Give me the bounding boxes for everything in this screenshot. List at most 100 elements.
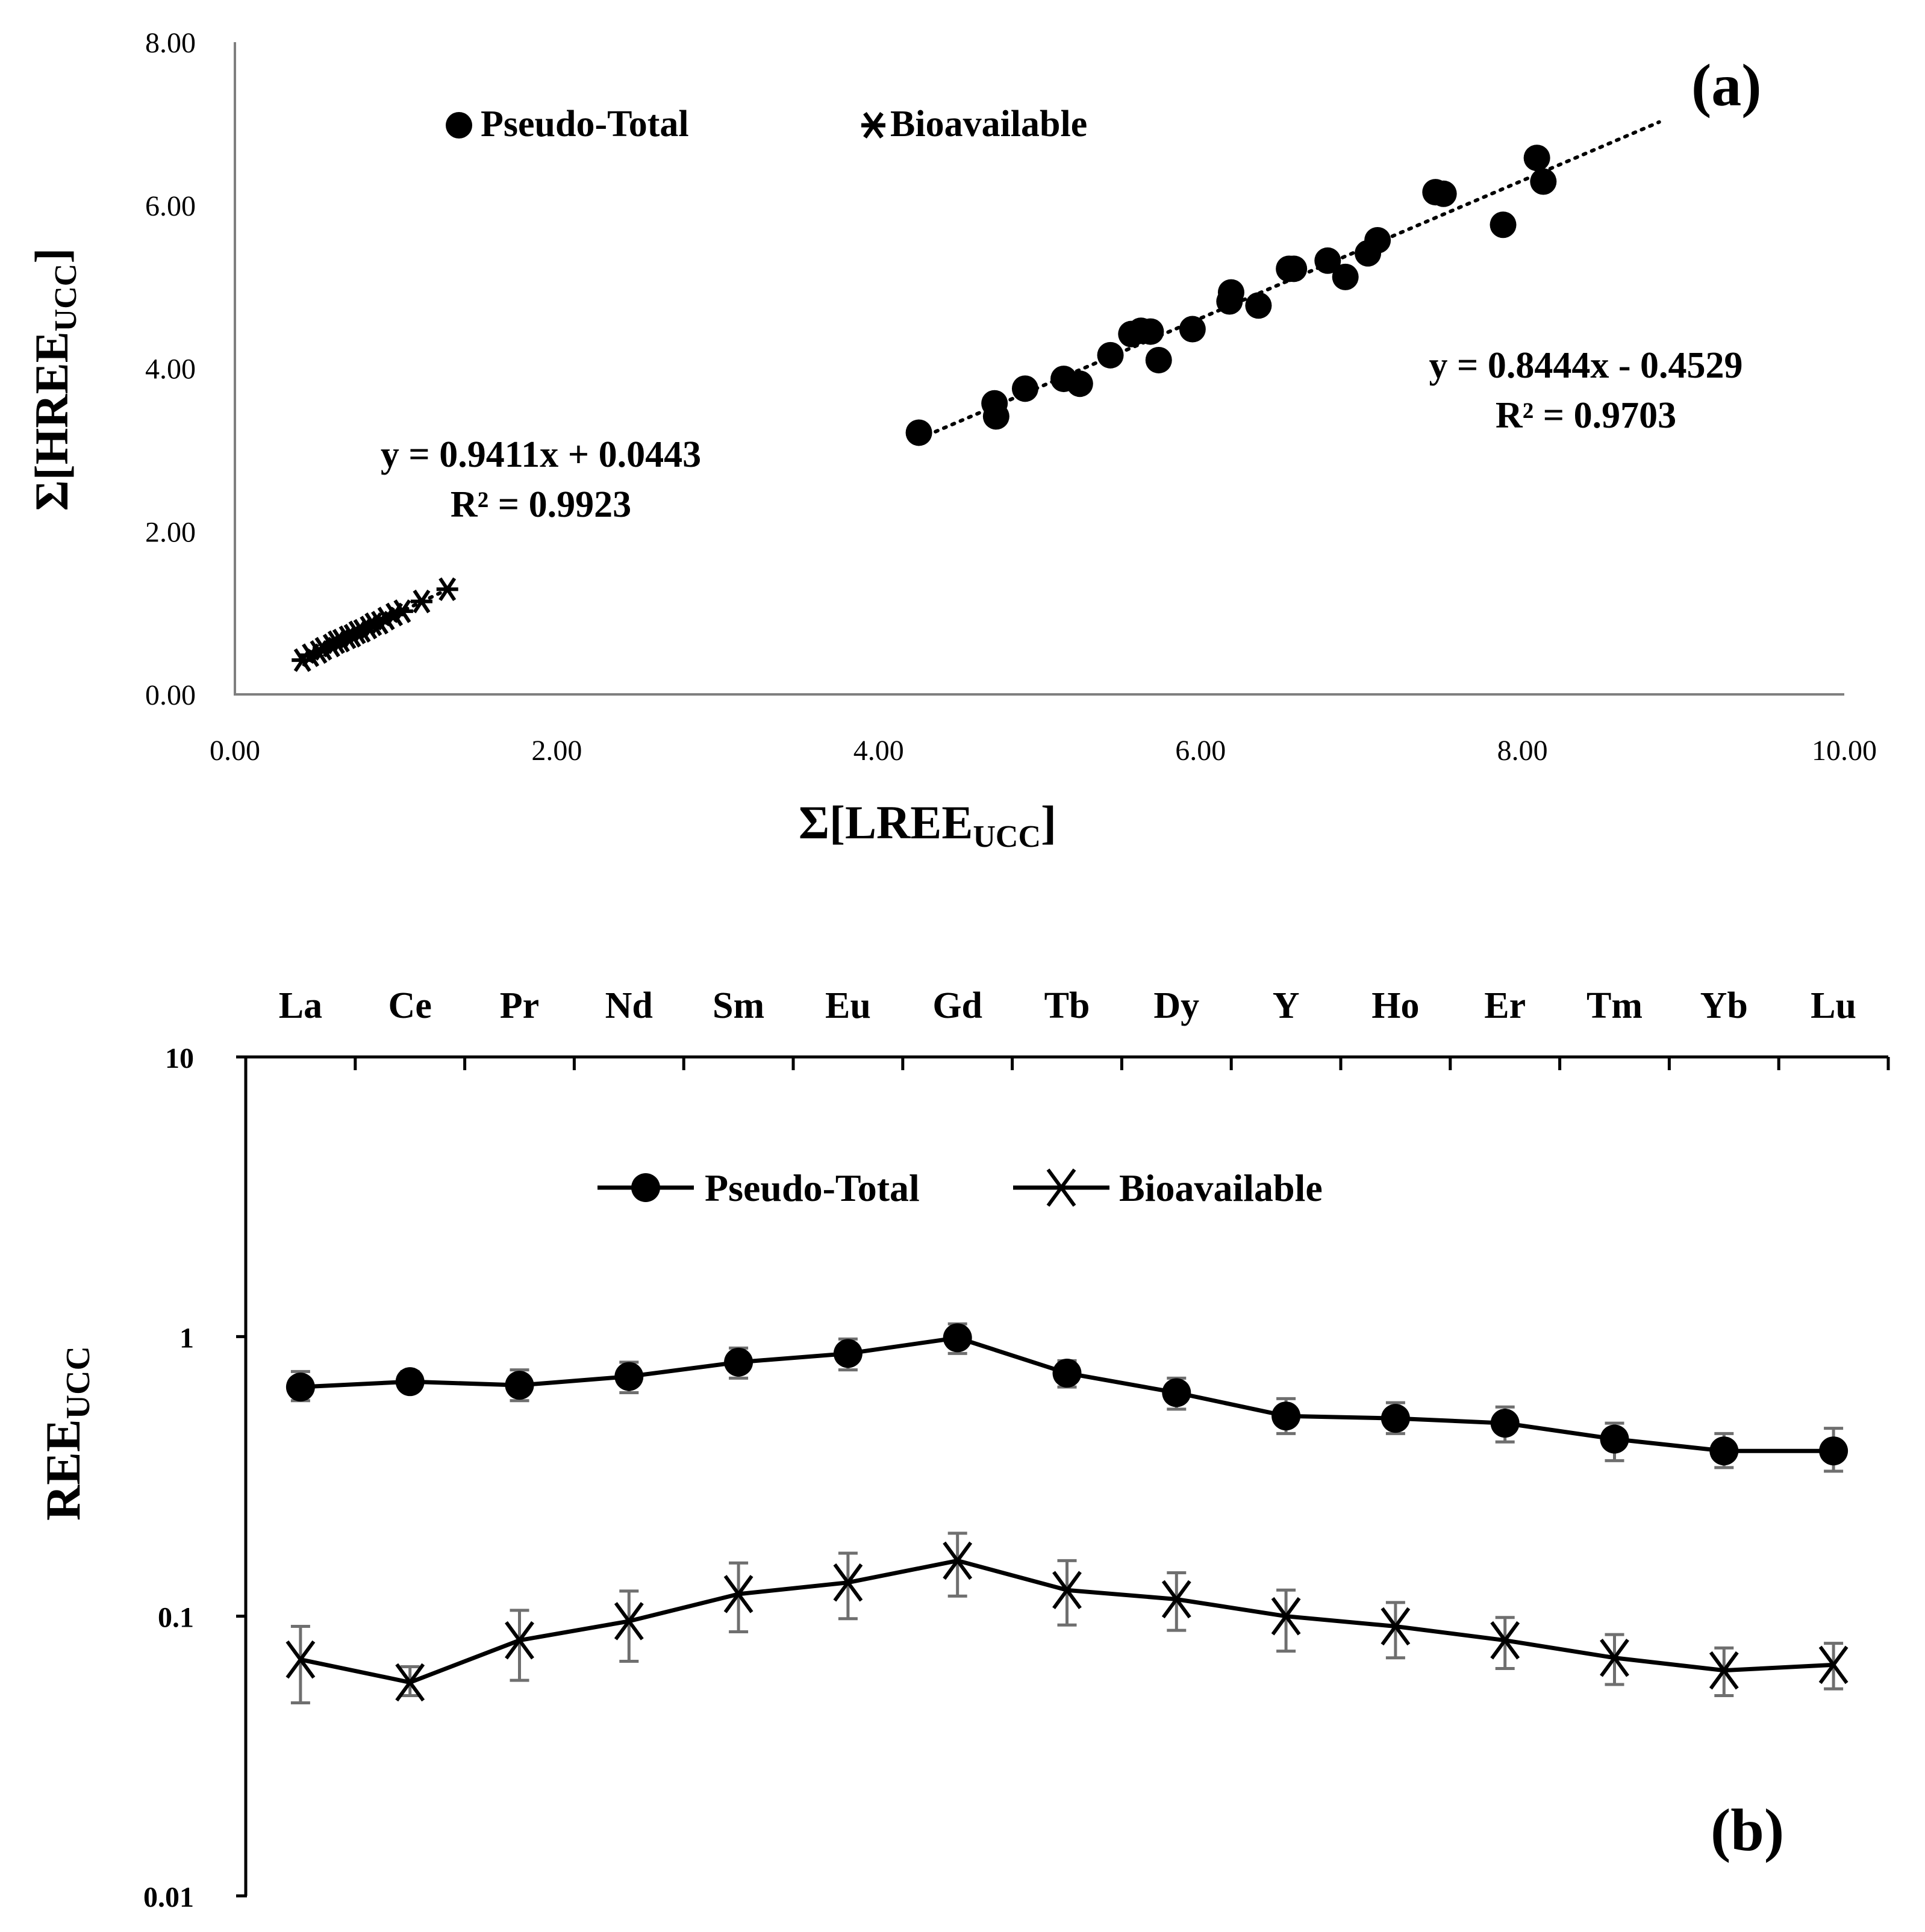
bioavailable-marker [943, 1541, 973, 1580]
panel-b-markers [285, 1323, 1849, 1702]
panel-b-label: (b) [1711, 1796, 1784, 1863]
pseudo-total-marker [724, 1347, 753, 1377]
legend-a-pseudo-total-label: Pseudo-Total [481, 104, 689, 145]
legend-a-bioavailable-label: Bioavailable [890, 104, 1087, 145]
pseudo-total-point [1332, 263, 1359, 290]
pseudo-total-marker [395, 1367, 425, 1397]
panel-a-x-tick-labels: 0.00 2.00 4.00 6.00 8.00 10.00 [210, 735, 1877, 767]
pseudo-total-marker [1490, 1409, 1520, 1438]
pseudo-total-point [982, 403, 1009, 430]
panel-a-label: (a) [1691, 52, 1762, 119]
error-bar [947, 1532, 967, 1598]
pseudo-total-point [1530, 168, 1557, 195]
bioavailable-marker [614, 1602, 644, 1641]
error-bar [1385, 1601, 1405, 1660]
category-label: Tm [1586, 985, 1643, 1026]
panel-b-legend: Pseudo-Total Bioavailable [597, 1167, 1323, 1209]
pseudo-total-marker [1709, 1436, 1739, 1466]
bioavailable-marker [505, 1621, 534, 1660]
pseudo-total-point [1011, 375, 1038, 402]
category-label: Nd [605, 985, 653, 1026]
pseudo-total-point [1179, 316, 1206, 343]
category-label: Er [1484, 985, 1526, 1026]
bioavailable-marker [1381, 1607, 1411, 1646]
legend-b-pseudo-total-marker [631, 1173, 660, 1202]
y-tick-label: 4.00 [145, 354, 196, 385]
bioavailable-marker [1709, 1651, 1739, 1690]
bioavailable-marker [1490, 1621, 1520, 1660]
x-tick-label: 6.00 [1175, 735, 1226, 767]
bioavailable-marker [1818, 1645, 1849, 1684]
trend-equation-bioavailable: y = 0.9411x + 0.0443 [381, 434, 701, 475]
category-label: Sm [713, 985, 764, 1026]
pseudo-total-point [1490, 211, 1517, 238]
pseudo-total-marker [943, 1323, 972, 1353]
y-tick-label: 0.01 [143, 1881, 194, 1913]
category-label: Yb [1700, 985, 1748, 1026]
pseudo-total-point [905, 419, 932, 446]
category-label: Pr [500, 985, 539, 1026]
scatter-panel-a: 0.00 2.00 4.00 6.00 8.00 0.00 2.00 4.00 6.00 8.0… [25, 27, 1877, 854]
bioavailable-marker [395, 1663, 425, 1702]
panel-a-points [292, 145, 1557, 672]
category-label: Lu [1811, 985, 1856, 1026]
pseudo-total-marker [1381, 1404, 1410, 1433]
panel-b-y-axis-title: REEUCC [36, 1346, 97, 1521]
trend-r2-pseudo-total: R² = 0.9703 [1496, 395, 1676, 436]
legend-b-bioavailable-marker [1046, 1168, 1076, 1207]
y-tick-label: 2.00 [145, 516, 196, 548]
pseudo-total-marker [1600, 1424, 1629, 1454]
legend-b-bioavailable-label: Bioavailable [1119, 1167, 1323, 1209]
y-tick-label: 1 [179, 1322, 194, 1354]
legend-a-pseudo-total-marker [446, 112, 472, 139]
bioavailable-marker [1271, 1597, 1301, 1636]
pseudo-total-point [1066, 370, 1093, 397]
pseudo-total-point [1145, 346, 1172, 373]
panel-a-x-axis-title: Σ[LREEUCC] [799, 796, 1056, 854]
error-bar [510, 1609, 529, 1682]
pseudo-total-marker [1052, 1359, 1082, 1388]
category-label: Y [1273, 985, 1300, 1026]
pseudo-total-point [1364, 226, 1391, 254]
error-bar [838, 1551, 858, 1621]
pseudo-total-point [1217, 279, 1244, 306]
pseudo-total-point [1097, 341, 1124, 369]
trend-r2-bioavailable: R² = 0.9923 [451, 484, 631, 525]
category-label: Ho [1371, 985, 1419, 1026]
category-label: Eu [825, 985, 871, 1026]
pseudo-total-marker [1271, 1401, 1301, 1431]
bioavailable-marker [1161, 1580, 1191, 1619]
panel-b-category-labels: La Ce Pr Nd Sm Eu Gd Tb Dy Y Ho Er Tm Yb Lu [279, 985, 1890, 1070]
pseudo-total-point [1523, 145, 1550, 172]
y-tick-label: 6.00 [145, 190, 196, 222]
pseudo-total-point [1137, 318, 1164, 345]
pseudo-total-marker [285, 1373, 315, 1402]
error-bar [290, 1624, 310, 1705]
bioavailable-marker [1052, 1571, 1082, 1610]
y-tick-label: 0.00 [145, 679, 196, 711]
legend-a-bioavailable-marker [861, 111, 885, 139]
legend-b-pseudo-total-label: Pseudo-Total [705, 1167, 920, 1209]
bioavailable-marker [285, 1640, 316, 1679]
pseudo-total-marker [833, 1339, 863, 1368]
pseudo-total-point [1314, 247, 1341, 274]
bioavailable-point [436, 577, 458, 602]
x-tick-label: 4.00 [853, 735, 904, 767]
pseudo-total-point [1281, 255, 1308, 282]
category-label: Gd [932, 985, 982, 1026]
x-tick-label: 10.00 [1812, 735, 1877, 767]
pseudo-total-marker [1162, 1378, 1191, 1407]
x-tick-label: 2.00 [531, 735, 582, 767]
trend-equation-pseudo-total: y = 0.8444x - 0.4529 [1429, 345, 1743, 386]
bioavailable-marker [723, 1575, 753, 1613]
bioavailable-marker [1600, 1638, 1629, 1677]
category-label: Dy [1153, 985, 1199, 1026]
y-tick-label: 10 [165, 1042, 194, 1074]
error-bar [1276, 1588, 1296, 1653]
category-label: Ce [388, 985, 432, 1026]
category-label: Tb [1044, 985, 1090, 1026]
panel-a-y-tick-labels: 0.00 2.00 4.00 6.00 8.00 [145, 27, 196, 711]
panel-b-y-ticks: 0.01 0.1 1 10 [143, 1042, 247, 1913]
